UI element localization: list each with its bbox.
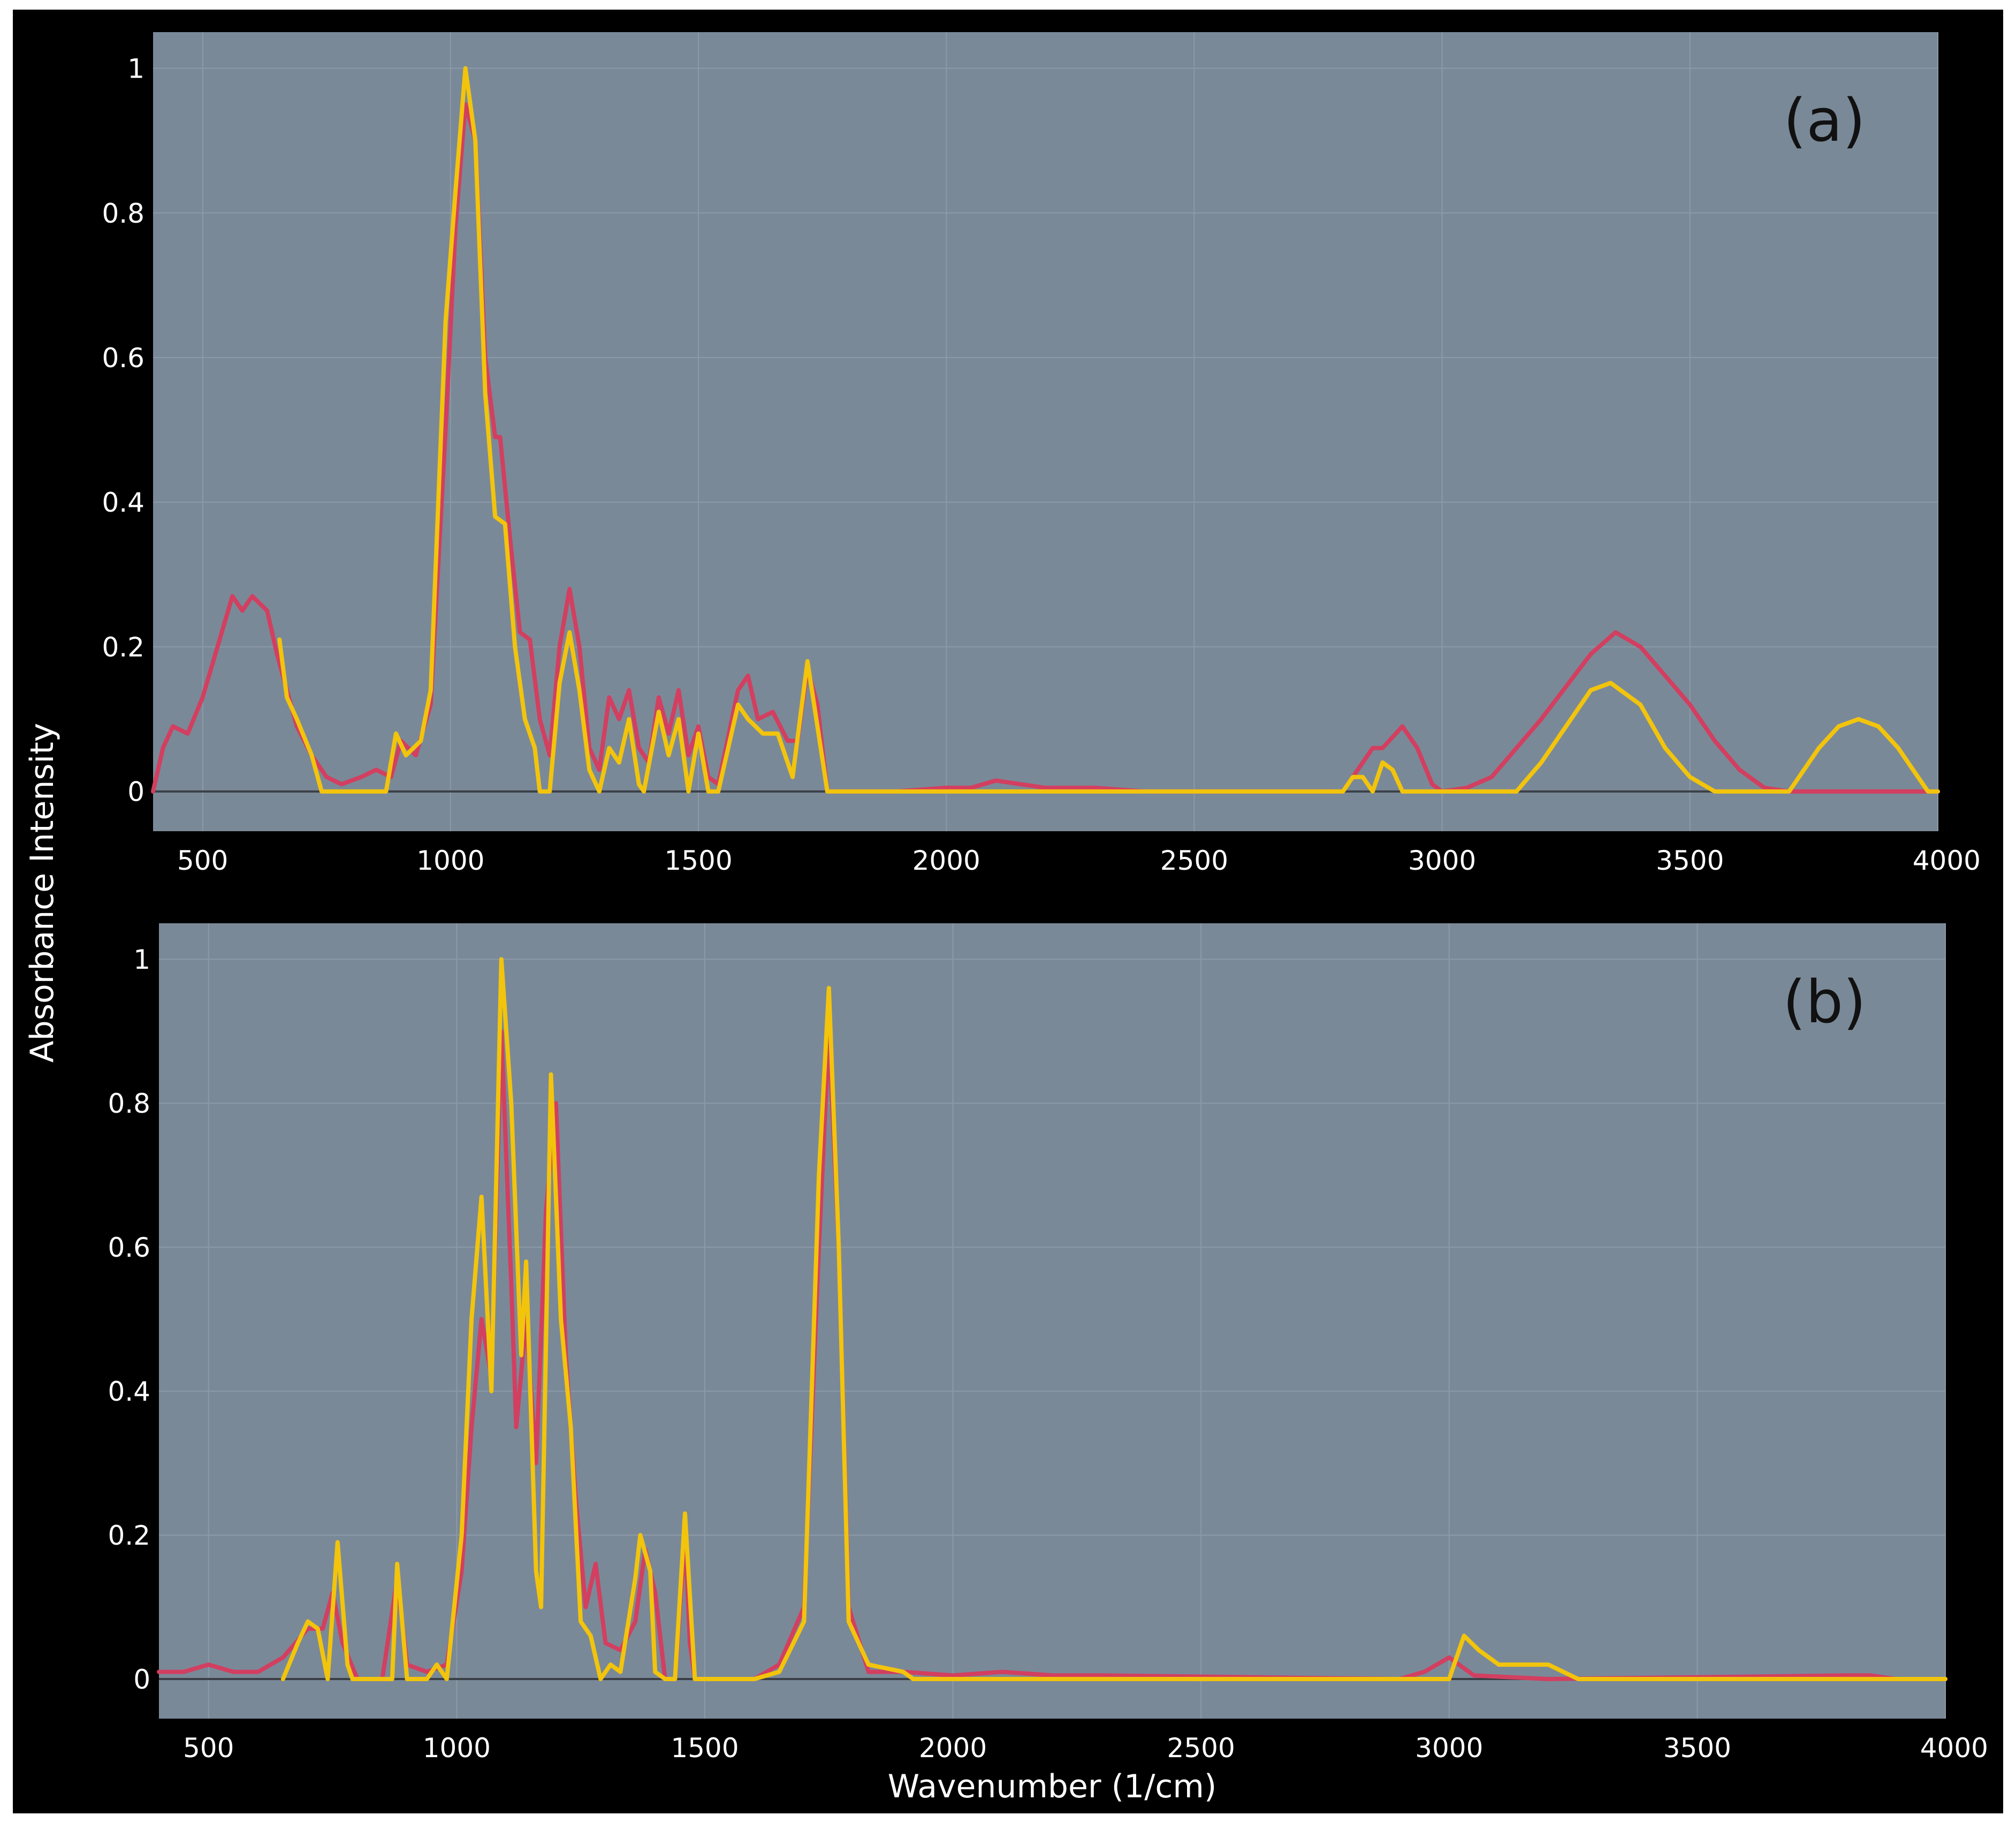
y-tick-label: 0 bbox=[127, 777, 144, 808]
y-tick-label: 0.4 bbox=[102, 487, 144, 518]
panel-label-a: (a) bbox=[1783, 86, 1865, 155]
y-tick-label: 0.2 bbox=[102, 632, 144, 663]
x-tick-label: 1500 bbox=[664, 845, 732, 876]
y-tick-label: 1 bbox=[127, 54, 144, 85]
y-tick-label: 0.6 bbox=[108, 1232, 150, 1263]
x-tick-label: 4000 bbox=[1920, 1733, 1988, 1764]
series-layer-b bbox=[157, 957, 1947, 1681]
x-tick-label: 3000 bbox=[1408, 845, 1476, 876]
x-tick-label: 500 bbox=[177, 845, 228, 876]
panel-a: 0 0.2 0.4 0.6 0.8 1 500 1000 1500 2000 2500 3000 35… bbox=[102, 32, 1981, 876]
y-tick-labels-b: 0 0.2 0.4 0.6 0.8 1 bbox=[108, 944, 150, 1695]
series-layer-a bbox=[151, 66, 1940, 794]
x-tick-labels-b: 500 1000 1500 2000 2500 3000 3500 4000 bbox=[183, 1733, 1988, 1764]
y-tick-label: 0.6 bbox=[102, 343, 144, 374]
x-tick-label: 3000 bbox=[1415, 1733, 1483, 1764]
x-tick-label: 3500 bbox=[1656, 845, 1724, 876]
panel-b: 0 0.2 0.4 0.6 0.8 1 500 1000 1500 2000 2500 3000 35… bbox=[108, 923, 1988, 1764]
grid-b bbox=[159, 923, 1946, 1719]
x-tick-label: 1000 bbox=[423, 1733, 491, 1764]
series-line-a-1 bbox=[151, 102, 1940, 794]
series-line-a-2 bbox=[277, 66, 1940, 794]
panel-label-b: (b) bbox=[1783, 968, 1866, 1036]
figure-svg: 00.20.40.60.81 500 1000 1500 2000 2500 3000 35… bbox=[24, 32, 1988, 1805]
x-tick-label: 500 bbox=[183, 1733, 234, 1764]
x-tick-label: 2000 bbox=[912, 845, 980, 876]
series-line-b-2 bbox=[280, 957, 1947, 1681]
y-tick-labels-a: 0 0.2 0.4 0.6 0.8 1 bbox=[102, 54, 144, 808]
y-axis-label: Absorbance Intensity bbox=[24, 723, 61, 1063]
x-tick-label: 4000 bbox=[1913, 845, 1981, 876]
y-tick-label: 0.4 bbox=[108, 1376, 150, 1407]
y-tick-label: 0 bbox=[133, 1664, 150, 1695]
x-axis-label: Wavenumber (1/cm) bbox=[888, 1768, 1217, 1805]
figure-background: 0 0.2 0.4 0.6 0.8 1 500 1000 1500 2000 2500 3000 35… bbox=[13, 10, 2003, 1813]
y-tick-label: 0.2 bbox=[108, 1520, 150, 1551]
x-tick-label: 1000 bbox=[416, 845, 484, 876]
x-tick-label: 2000 bbox=[919, 1733, 987, 1764]
plot-area-a bbox=[153, 32, 1938, 831]
x-tick-labels-a: 500 1000 1500 2000 2500 3000 3500 4000 bbox=[177, 845, 1981, 876]
y-tick-label: 1 bbox=[133, 944, 150, 975]
x-tick-label: 3500 bbox=[1663, 1733, 1731, 1764]
y-tick-label: 0.8 bbox=[102, 198, 144, 229]
x-tick-label: 2500 bbox=[1160, 845, 1228, 876]
plot-area-b bbox=[159, 923, 1945, 1719]
x-tick-label: 1500 bbox=[671, 1733, 739, 1764]
x-tick-label: 2500 bbox=[1167, 1733, 1235, 1764]
y-tick-label: 0.8 bbox=[108, 1088, 150, 1119]
